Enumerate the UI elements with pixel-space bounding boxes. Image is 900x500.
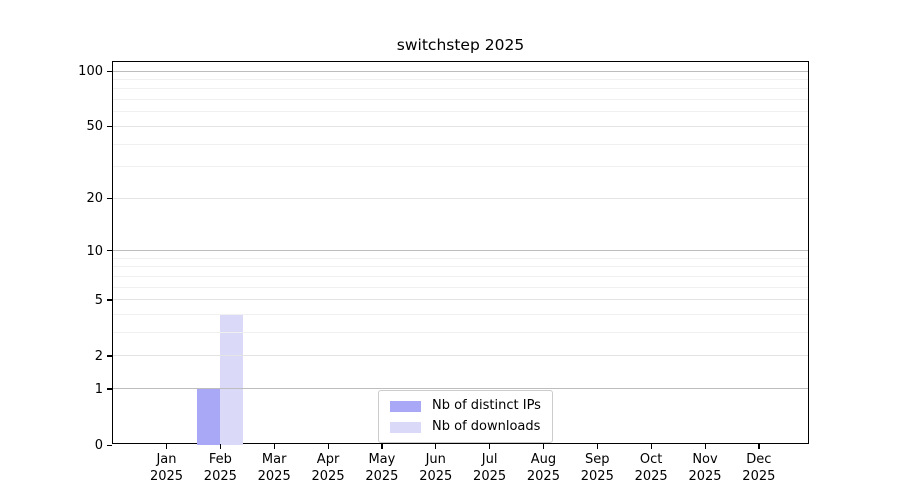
y-tick-mark <box>107 355 112 357</box>
x-tick-label-feb: Feb 2025 <box>203 452 237 484</box>
minor-gridline <box>113 332 808 334</box>
gridline-10 <box>113 250 808 252</box>
x-tick-label-aug: Aug 2025 <box>526 452 560 484</box>
x-tick-label-mar: Mar 2025 <box>257 452 291 484</box>
x-tick-label-jun: Jun 2025 <box>419 452 453 484</box>
gridline-100 <box>113 70 808 72</box>
minor-gridline <box>113 143 808 145</box>
x-tick-mark <box>435 444 437 449</box>
x-tick-mark <box>219 444 222 449</box>
y-tick-label-1: 1 <box>94 381 103 397</box>
y-tick-label-10: 10 <box>86 243 103 259</box>
x-tick-label-dec: Dec 2025 <box>742 452 776 484</box>
minor-gridline <box>113 314 808 316</box>
x-tick-mark <box>166 444 168 449</box>
x-tick-label-nov: Nov 2025 <box>688 452 722 484</box>
y-tick-mark <box>107 125 112 128</box>
x-tick-label-apr: Apr 2025 <box>311 452 345 484</box>
minor-gridline <box>113 99 808 101</box>
x-tick-label-may: May 2025 <box>365 452 399 484</box>
legend-label-distinct-ips: Nb of distinct IPs <box>432 398 541 413</box>
minor-gridline <box>113 276 808 278</box>
x-tick-mark <box>273 444 275 449</box>
minor-gridline <box>113 79 808 81</box>
gridline-50 <box>113 125 808 127</box>
x-tick-mark <box>542 444 545 449</box>
x-tick-mark <box>489 444 491 449</box>
y-tick-label-20: 20 <box>86 191 103 207</box>
gridline-2 <box>113 355 808 357</box>
x-tick-mark <box>758 444 760 449</box>
minor-gridline <box>113 88 808 90</box>
legend-label-downloads: Nb of downloads <box>432 419 541 434</box>
gridline-5 <box>113 299 808 301</box>
gridline-1 <box>113 388 808 390</box>
bar-feb-downloads <box>220 314 244 445</box>
gridline-20 <box>113 197 808 199</box>
legend-swatch-downloads <box>390 421 421 433</box>
y-tick-mark <box>107 70 112 72</box>
y-tick-label-5: 5 <box>94 292 103 308</box>
x-tick-mark <box>381 444 383 449</box>
minor-gridline <box>113 257 808 259</box>
y-tick-mark <box>107 197 112 200</box>
minor-gridline <box>113 286 808 288</box>
chart-title: switchstep 2025 <box>396 36 525 54</box>
y-tick-label-2: 2 <box>94 348 103 364</box>
y-tick-label-100: 100 <box>78 64 103 80</box>
y-tick-label-50: 50 <box>86 119 103 135</box>
x-tick-label-jul: Jul 2025 <box>473 452 507 484</box>
x-tick-mark <box>650 444 652 449</box>
x-tick-mark <box>596 444 598 449</box>
y-tick-mark <box>107 299 112 301</box>
x-tick-label-oct: Oct 2025 <box>634 452 668 484</box>
y-tick-mark <box>107 444 112 446</box>
x-tick-mark <box>327 444 329 449</box>
legend-entry-downloads: Nb of downloads <box>390 419 541 435</box>
legend-entry-distinct-ips: Nb of distinct IPs <box>390 398 541 414</box>
minor-gridline <box>113 266 808 268</box>
legend: Nb of distinct IPs Nb of downloads <box>378 390 553 443</box>
legend-swatch-distinct-ips <box>390 400 421 412</box>
y-tick-mark <box>107 250 112 252</box>
x-tick-label-jan: Jan 2025 <box>149 452 184 484</box>
minor-gridline <box>113 166 808 168</box>
bar-feb-distinct-ips <box>197 388 221 445</box>
minor-gridline <box>113 111 808 113</box>
x-tick-label-sep: Sep 2025 <box>580 452 614 484</box>
x-tick-mark <box>704 444 706 449</box>
plot-area: 0 1 2 5 10 20 50 100 Jan 2025 Feb 2025 Mar 2025 Apr 20… <box>78 61 809 484</box>
y-tick-label-0: 0 <box>94 438 103 453</box>
y-tick-mark <box>107 388 112 390</box>
